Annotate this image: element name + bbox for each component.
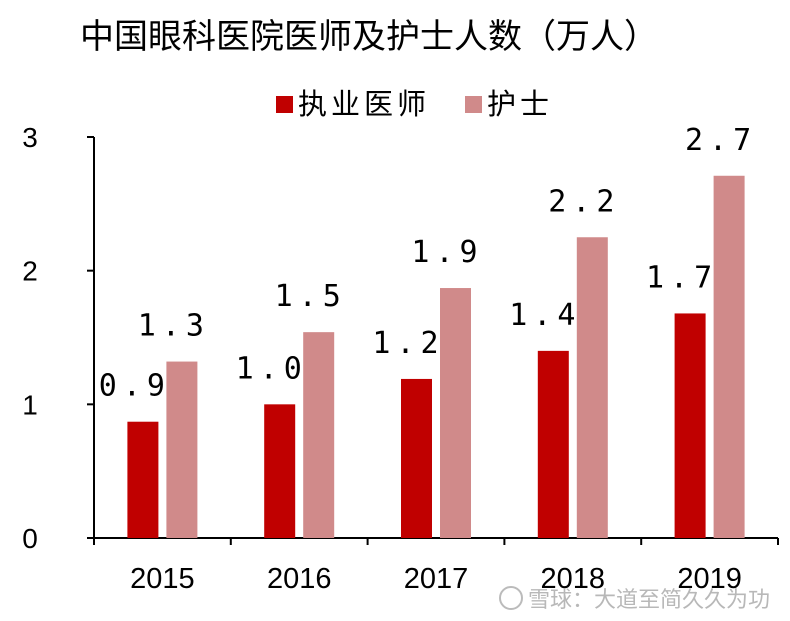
x-tick-label: 2015 — [130, 563, 195, 595]
data-label: 0.9 — [99, 369, 171, 404]
data-label: 1.0 — [236, 351, 308, 386]
data-label: 1.7 — [646, 260, 718, 295]
bar-physician — [537, 350, 569, 538]
x-tick-label: 2016 — [267, 563, 332, 595]
bar-nurse — [166, 361, 198, 538]
bar-nurse — [440, 288, 471, 538]
bars — [127, 175, 745, 538]
y-tick-label: 0 — [22, 523, 38, 554]
y-tick-label: 3 — [22, 122, 38, 153]
bar-physician — [264, 404, 296, 538]
data-labels: 0.9 1.3 1.0 1.5 1.2 1.9 1.4 2.2 1.7 2.7 — [99, 123, 757, 404]
axes: 0 1 2 3 2015 2016 2017 2018 2019 — [22, 122, 779, 595]
legend-label: 执业医师 — [298, 87, 430, 121]
watermark-logo-icon — [499, 586, 523, 610]
legend-swatch — [465, 96, 482, 113]
bar-nurse — [713, 175, 745, 538]
bar-physician — [127, 421, 159, 538]
watermark-text: 雪球：大道至简久久为功 — [528, 588, 770, 613]
bar-physician — [401, 378, 432, 538]
chart-title: 中国眼科医院医师及护士人数（万人） — [80, 17, 658, 57]
x-tick-label: 2019 — [677, 563, 742, 595]
x-tick-label: 2018 — [541, 563, 606, 595]
data-label: 1.4 — [509, 298, 581, 333]
watermark: 雪球：大道至简久久为功 — [499, 586, 770, 613]
data-label: 1.2 — [372, 326, 444, 361]
y-tick-label: 1 — [22, 389, 38, 420]
legend: 执业医师 护士 — [276, 87, 553, 121]
data-label: 1.3 — [138, 309, 210, 344]
legend-label: 护士 — [487, 87, 553, 121]
y-tick-label: 2 — [22, 256, 38, 287]
data-label: 1.9 — [411, 235, 483, 270]
bar-nurse — [303, 332, 335, 538]
data-label: 1.5 — [275, 279, 347, 314]
x-tick-label: 2017 — [404, 563, 469, 595]
bar-physician — [674, 313, 706, 538]
legend-swatch — [276, 96, 293, 113]
data-label: 2.7 — [685, 123, 757, 158]
bar-nurse — [576, 237, 608, 538]
data-label: 2.2 — [548, 184, 620, 219]
